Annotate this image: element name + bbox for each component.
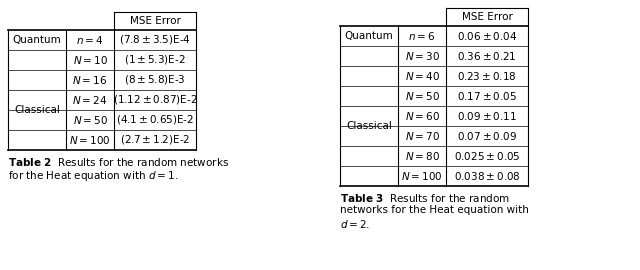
Text: $N = 50$: $N = 50$: [404, 90, 440, 102]
Text: $(4.1 \pm 0.65)$E-2: $(4.1 \pm 0.65)$E-2: [116, 113, 194, 127]
Text: $d = 2$.: $d = 2$.: [340, 218, 370, 230]
Text: $N = 40$: $N = 40$: [404, 70, 440, 82]
Text: $(8 \pm 5.8)$E-3: $(8 \pm 5.8)$E-3: [124, 73, 186, 86]
Text: MSE Error: MSE Error: [461, 12, 513, 22]
Text: $N = 16$: $N = 16$: [72, 74, 108, 86]
Text: $0.17 \pm 0.05$: $0.17 \pm 0.05$: [457, 90, 517, 102]
Text: $0.025 \pm 0.05$: $0.025 \pm 0.05$: [454, 150, 520, 162]
Text: $N = 100$: $N = 100$: [401, 170, 443, 182]
Text: $N = 100$: $N = 100$: [69, 134, 111, 146]
Text: $(7.8 \pm 3.5)$E-4: $(7.8 \pm 3.5)$E-4: [119, 33, 191, 46]
Text: networks for the Heat equation with: networks for the Heat equation with: [340, 205, 529, 215]
Text: $0.07 \pm 0.09$: $0.07 \pm 0.09$: [457, 130, 517, 142]
Text: Quantum: Quantum: [13, 35, 61, 45]
Text: $0.09 \pm 0.11$: $0.09 \pm 0.11$: [457, 110, 517, 122]
Text: $N = 50$: $N = 50$: [72, 114, 108, 126]
Text: Classical: Classical: [14, 105, 60, 115]
Text: Quantum: Quantum: [344, 31, 394, 41]
Text: $N = 60$: $N = 60$: [404, 110, 440, 122]
Text: $\mathbf{Table\ 2}$  Results for the random networks: $\mathbf{Table\ 2}$ Results for the rand…: [8, 156, 229, 168]
Text: $(1.12 \pm 0.87)$E-2: $(1.12 \pm 0.87)$E-2: [113, 93, 197, 106]
Text: $N = 70$: $N = 70$: [404, 130, 440, 142]
Text: $0.038 \pm 0.08$: $0.038 \pm 0.08$: [454, 170, 520, 182]
Text: MSE Error: MSE Error: [129, 16, 180, 26]
Text: $(1 \pm 5.3)$E-2: $(1 \pm 5.3)$E-2: [124, 53, 186, 66]
Text: $N = 10$: $N = 10$: [72, 54, 108, 66]
Text: for the Heat equation with $d = 1$.: for the Heat equation with $d = 1$.: [8, 169, 179, 183]
Text: $(2.7 \pm 1.2)$E-2: $(2.7 \pm 1.2)$E-2: [120, 133, 190, 147]
Text: $\mathbf{Table\ 3}$  Results for the random: $\mathbf{Table\ 3}$ Results for the rand…: [340, 192, 510, 204]
Text: $n = 6$: $n = 6$: [408, 30, 436, 42]
Text: Classical: Classical: [346, 121, 392, 131]
Text: $0.23 \pm 0.18$: $0.23 \pm 0.18$: [457, 70, 516, 82]
Text: $N = 24$: $N = 24$: [72, 94, 108, 106]
Text: $n = 4$: $n = 4$: [76, 34, 104, 46]
Text: $N = 80$: $N = 80$: [404, 150, 440, 162]
Text: $0.36 \pm 0.21$: $0.36 \pm 0.21$: [458, 50, 516, 62]
Text: $N = 30$: $N = 30$: [404, 50, 440, 62]
Text: $0.06 \pm 0.04$: $0.06 \pm 0.04$: [457, 30, 517, 42]
